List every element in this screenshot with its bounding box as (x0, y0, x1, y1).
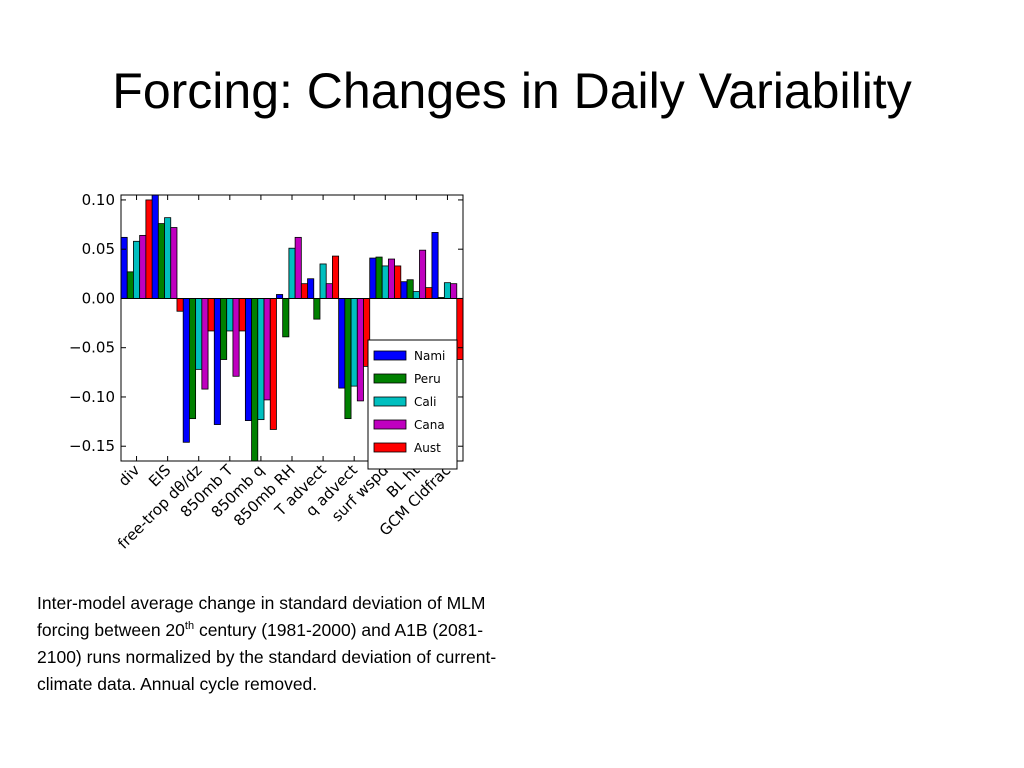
y-tick-label: 0.10 (82, 191, 115, 209)
bar-peru-2 (188, 298, 197, 420)
bar-nami-7 (338, 298, 346, 389)
legend: Nami Peru Cali Cana Aust (367, 339, 458, 470)
bar-cana-10 (450, 283, 458, 299)
figure-caption: Inter-model average change in standard d… (37, 590, 507, 698)
bar-peru-0 (126, 271, 134, 299)
bar-cana-0 (139, 234, 147, 299)
y-tick-label: −0.10 (69, 388, 115, 406)
legend-swatch-cana (373, 419, 407, 430)
bar-peru-7 (344, 298, 352, 420)
bar-cali-8 (381, 265, 389, 299)
caption-text-2: century (1981-2000) and A1B (2081-2100) … (37, 620, 497, 694)
legend-label-peru: Peru (414, 372, 441, 386)
bar-cana-2 (201, 298, 209, 390)
y-tick-label: −0.15 (69, 437, 115, 455)
bar-cana-3 (232, 298, 240, 377)
bar-aust-10 (456, 298, 463, 360)
bar-aust-9 (425, 287, 433, 299)
bar-nami-5 (276, 294, 284, 299)
bar-aust-2 (207, 298, 215, 332)
bar-peru-3 (220, 298, 228, 360)
bar-nami-8 (369, 257, 377, 299)
y-tick-label: 0.05 (82, 240, 115, 258)
bar-cali-0 (133, 240, 141, 299)
bar-nami-4 (244, 298, 252, 422)
plot-frame (120, 194, 464, 462)
bar-cana-5 (294, 236, 302, 299)
legend-swatch-peru (373, 373, 407, 384)
bar-nami-6 (307, 278, 315, 299)
bar-aust-8 (394, 265, 402, 299)
bar-cali-7 (350, 298, 358, 387)
bar-cana-8 (387, 258, 396, 299)
bar-cali-3 (226, 298, 234, 332)
bar-cali-4 (257, 298, 265, 421)
bar-aust-4 (269, 298, 277, 430)
chart-container: 0.10 0.05 0.00 −0.05 −0.10 −0.15 div EIS free-tr… (0, 180, 520, 590)
bar-nami-1 (151, 195, 159, 299)
bar-cana-9 (419, 249, 427, 299)
bar-peru-8 (375, 256, 383, 299)
legend-swatch-aust (373, 442, 407, 453)
bar-cana-1 (170, 227, 178, 299)
y-tick-label: 0.00 (82, 289, 115, 307)
bar-aust-3 (238, 298, 246, 332)
bar-cali-9 (412, 291, 420, 299)
bar-nami-0 (121, 236, 128, 299)
bar-aust-1 (176, 298, 184, 312)
legend-label-cana: Cana (414, 418, 445, 432)
bar-aust-5 (300, 283, 308, 299)
bar-peru-5 (282, 298, 290, 338)
bar-cana-7 (356, 298, 364, 402)
legend-label-nami: Nami (414, 349, 445, 363)
caption-superscript: th (184, 620, 195, 633)
bar-aust-0 (145, 199, 153, 299)
bar-cana-4 (263, 298, 271, 401)
bar-aust-6 (332, 255, 340, 299)
bar-cali-6 (319, 263, 327, 299)
legend-swatch-cali (373, 396, 407, 407)
bar-cali-2 (195, 298, 203, 370)
bar-nami-10 (431, 232, 439, 299)
bar-cali-10 (443, 282, 451, 299)
bar-cali-1 (164, 217, 172, 299)
bar-peru-4 (251, 298, 259, 461)
bar-peru-1 (157, 223, 165, 299)
bar-nami-9 (400, 281, 408, 299)
caption-text-1: Inter-model average change in standard d… (37, 593, 486, 640)
legend-label-aust: Aust (414, 441, 441, 455)
legend-swatch-nami (373, 350, 407, 361)
bar-cana-6 (325, 283, 333, 299)
slide-title: Forcing: Changes in Daily Variability (112, 63, 912, 119)
bar-cali-5 (288, 247, 296, 299)
bars-group (121, 195, 463, 461)
bar-peru-6 (313, 298, 321, 320)
bar-nami-3 (213, 298, 221, 425)
legend-label-cali: Cali (414, 395, 436, 409)
y-tick-label: −0.05 (69, 339, 115, 357)
bar-nami-2 (182, 298, 190, 443)
bar-peru-9 (406, 279, 414, 299)
x-tick-label: div (115, 461, 144, 490)
